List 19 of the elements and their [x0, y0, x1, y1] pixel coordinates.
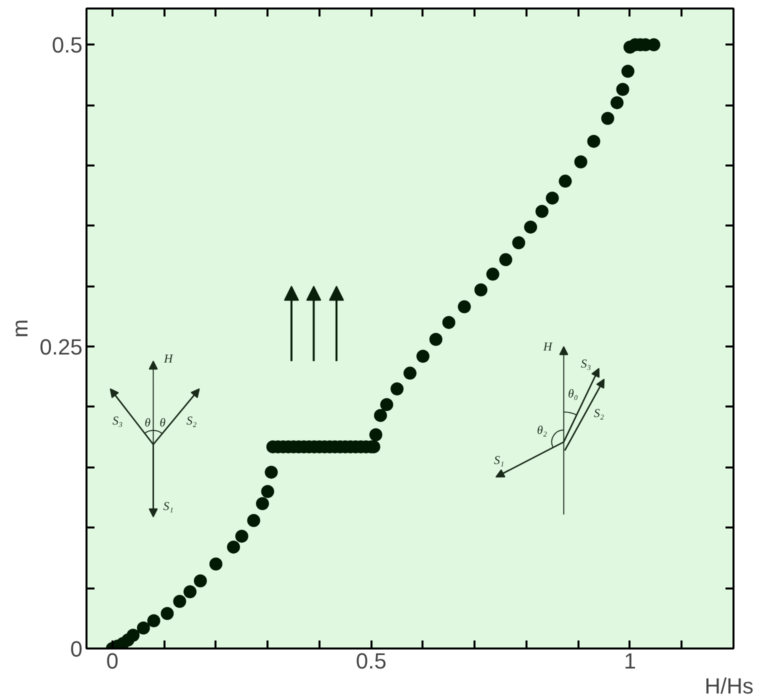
annotation: S₁	[494, 453, 504, 468]
annotation: S₃	[112, 413, 123, 428]
x-tick-label: 0.5	[356, 648, 386, 674]
annotation: θ	[144, 416, 151, 430]
annotation: θ₂	[536, 422, 548, 437]
annotation: S₃	[580, 356, 592, 371]
annotation: θ	[160, 416, 166, 430]
annotation: H	[162, 352, 174, 366]
x-axis-title: H/Hs	[704, 674, 754, 698]
x-tick-label: 1	[624, 648, 636, 674]
annotation: H	[542, 340, 554, 354]
x-tick-label: 0	[106, 648, 119, 674]
annotation: S₂	[186, 413, 197, 428]
y-axis-title: m	[8, 319, 33, 338]
annotation: θ₀	[568, 386, 578, 401]
annotation: S₂	[594, 406, 604, 420]
y-tick-label: 0.25	[40, 334, 83, 360]
annotation: S₁	[163, 499, 174, 514]
y-tick-label: 0.5	[52, 32, 83, 58]
